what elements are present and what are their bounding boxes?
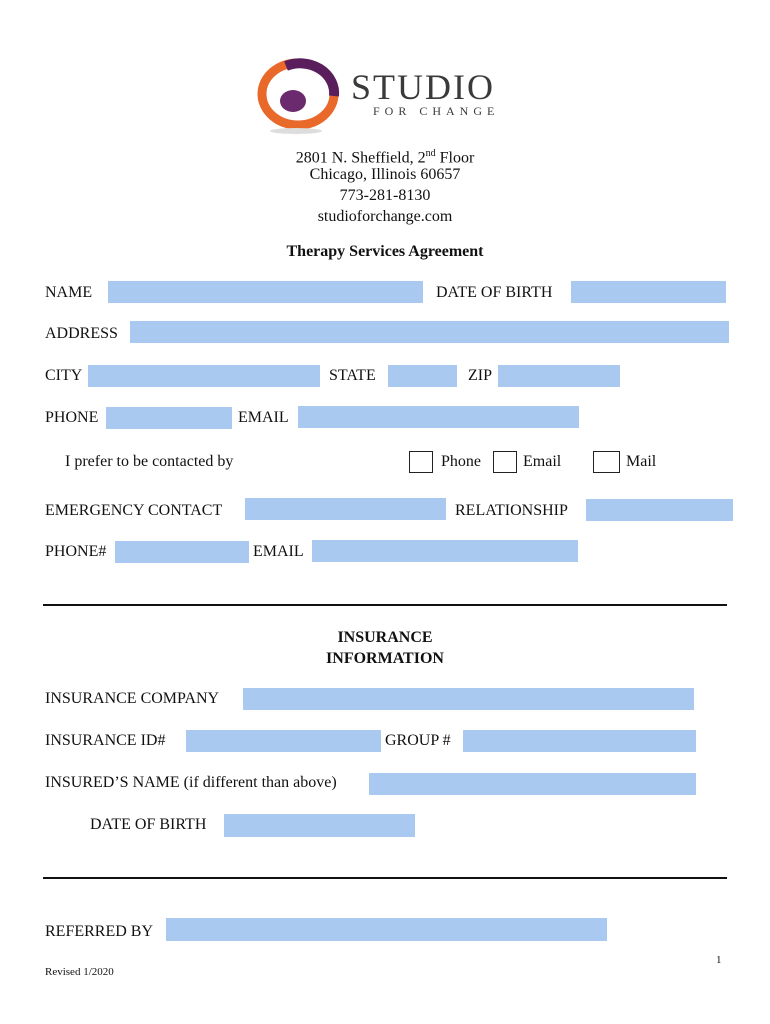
insured-name-field[interactable] [369, 773, 696, 795]
group-label: GROUP # [385, 732, 451, 749]
city-label: CITY [45, 367, 83, 384]
group-field[interactable] [463, 730, 696, 752]
mail-checkbox[interactable] [593, 451, 620, 473]
relationship-label: RELATIONSHIP [455, 502, 568, 519]
dob-field[interactable] [571, 281, 726, 303]
insurance-heading-2: INFORMATION [326, 650, 444, 667]
revised-date: Revised 1/2020 [45, 966, 114, 978]
city-field[interactable] [88, 365, 320, 387]
state-label: STATE [329, 367, 376, 384]
insured-name-label: INSURED’S NAME (if different than above) [45, 774, 337, 791]
email-label: EMAIL [238, 409, 289, 426]
page-title: Therapy Services Agreement [286, 243, 484, 260]
insurance-heading-1: INSURANCE [337, 629, 433, 646]
emergency-email-field[interactable] [312, 540, 578, 562]
logo-name: STUDIO [351, 67, 495, 107]
emergency-phone-label: PHONE# [45, 543, 107, 560]
address-field[interactable] [130, 321, 729, 343]
logo-mark-icon [257, 58, 340, 134]
contact-preference-label: I prefer to be contacted by [65, 453, 234, 470]
address-street: 2801 N. Sheffield, 2nd Floor [295, 148, 475, 167]
referred-by-field[interactable] [166, 918, 607, 941]
address-web: studioforchange.com [317, 208, 453, 225]
insured-dob-label: DATE OF BIRTH [90, 816, 207, 833]
phone-checkbox[interactable] [409, 451, 433, 473]
insurance-id-field[interactable] [186, 730, 381, 752]
phone-label: PHONE [45, 409, 99, 426]
name-field[interactable] [108, 281, 423, 303]
name-label: NAME [45, 284, 93, 301]
address-phone: 773-281-8130 [339, 187, 431, 204]
insurance-company-field[interactable] [243, 688, 694, 710]
insurance-id-label: INSURANCE ID# [45, 732, 166, 749]
referred-by-label: REFERRED BY [45, 923, 154, 940]
address-label: ADDRESS [45, 325, 118, 342]
zip-label: ZIP [468, 367, 492, 384]
address-city: Chicago, Illinois 60657 [309, 166, 461, 183]
emergency-contact-field[interactable] [245, 498, 446, 520]
phone-field[interactable] [106, 407, 232, 429]
emergency-email-label: EMAIL [253, 543, 304, 560]
email-checkbox[interactable] [493, 451, 517, 473]
emergency-phone-field[interactable] [115, 541, 249, 563]
page-number: 1 [716, 954, 722, 966]
logo-tagline: FOR CHANGE [373, 104, 500, 118]
dob-label: DATE OF BIRTH [436, 284, 553, 301]
insurance-company-label: INSURANCE COMPANY [45, 690, 220, 707]
zip-field[interactable] [498, 365, 620, 387]
divider [43, 604, 727, 606]
state-field[interactable] [388, 365, 457, 387]
email-field[interactable] [298, 406, 579, 428]
mail-option-label: Mail [626, 453, 657, 470]
phone-option-label: Phone [441, 453, 481, 470]
insured-dob-field[interactable] [224, 814, 415, 837]
relationship-field[interactable] [586, 499, 733, 521]
divider [43, 877, 727, 879]
logo: STUDIO FOR CHANGE [256, 56, 526, 136]
emergency-contact-label: EMERGENCY CONTACT [45, 502, 223, 519]
email-option-label: Email [523, 453, 562, 470]
